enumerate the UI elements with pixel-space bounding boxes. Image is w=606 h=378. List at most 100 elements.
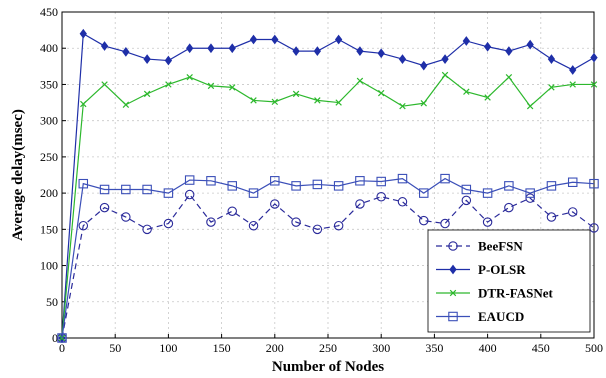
x-tick-label: 400 (479, 341, 497, 355)
series-layer (57, 28, 599, 343)
data-point-p-olsr (590, 52, 598, 63)
legend-box (427, 229, 591, 333)
y-axis-label: Average delay(msec) (10, 109, 26, 241)
data-point-dtr-fasnet (420, 100, 427, 107)
data-point-eaucd (291, 181, 301, 191)
data-point-p-olsr (462, 36, 470, 46)
data-point-dtr-fasnet (377, 89, 385, 97)
data-point-eaucd (419, 188, 429, 198)
legend-label: BeeFSN (478, 239, 523, 254)
data-point-beefsn (248, 220, 259, 231)
data-point-dtr-fasnet (207, 82, 215, 90)
legend-marker (449, 289, 457, 297)
legend-marker (449, 264, 457, 275)
legend-item-beefsn: BeeFSN (436, 239, 523, 254)
data-point-eaucd (184, 175, 195, 185)
data-point-dtr-fasnet (505, 73, 513, 81)
data-point-eaucd (121, 184, 131, 195)
data-point-beefsn (376, 191, 386, 202)
data-point-eaucd (227, 181, 237, 191)
data-point-p-olsr (79, 28, 87, 39)
series-line-eaucd (61, 177, 595, 339)
series-beefsn (57, 189, 599, 343)
data-point-beefsn (99, 202, 110, 213)
x-tick-label: 0 (59, 341, 65, 355)
data-point-beefsn (163, 218, 174, 229)
data-point-eaucd (504, 181, 514, 191)
data-point-dtr-fasnet (165, 81, 172, 88)
data-point-p-olsr (547, 54, 556, 64)
x-tick-label: 450 (532, 341, 550, 355)
data-point-beefsn (567, 207, 578, 217)
data-point-p-olsr (334, 34, 343, 45)
data-point-eaucd (99, 184, 110, 195)
x-tick-label: 300 (372, 341, 390, 355)
data-point-beefsn (546, 212, 557, 222)
y-tick-label: 100 (40, 259, 58, 273)
data-point-eaucd (312, 179, 323, 190)
data-point-eaucd (206, 176, 216, 186)
data-point-eaucd (57, 333, 67, 343)
y-tick-label: 400 (40, 41, 58, 55)
data-point-p-olsr (420, 60, 428, 71)
data-point-beefsn (482, 217, 493, 227)
legend-item-p-olsr: P-OLSR (436, 262, 526, 277)
series-line-dtr-fasnet (61, 74, 594, 339)
y-tick-label: 50 (46, 295, 58, 309)
data-point-p-olsr (228, 43, 236, 54)
data-point-beefsn (525, 193, 535, 203)
data-point-beefsn (270, 199, 280, 209)
series-line-p-olsr (61, 32, 595, 339)
data-point-p-olsr (100, 41, 109, 51)
data-point-dtr-fasnet (548, 84, 555, 91)
data-point-dtr-fasnet (80, 100, 87, 108)
data-point-eaucd (78, 178, 89, 189)
data-point-dtr-fasnet (590, 81, 598, 88)
y-tick-label: 200 (40, 186, 58, 200)
data-point-eaucd (270, 176, 280, 186)
data-point-p-olsr (207, 43, 215, 54)
data-point-eaucd (333, 181, 344, 191)
data-point-p-olsr (356, 46, 364, 56)
data-point-beefsn (291, 217, 301, 227)
data-point-dtr-fasnet (484, 94, 491, 101)
data-point-dtr-fasnet (335, 99, 342, 106)
data-point-dtr-fasnet (526, 102, 534, 110)
legend-item-dtr-fasnet: DTR-FASNet (436, 286, 554, 301)
data-point-dtr-fasnet (314, 97, 321, 104)
data-point-beefsn (121, 212, 131, 222)
data-point-p-olsr (313, 46, 322, 56)
data-point-eaucd (163, 188, 174, 198)
data-point-eaucd (248, 188, 259, 198)
data-point-p-olsr (249, 34, 258, 45)
x-tick-label: 250 (319, 341, 337, 355)
data-point-dtr-fasnet (250, 97, 257, 104)
data-point-beefsn (184, 189, 195, 200)
data-point-beefsn (206, 217, 216, 227)
data-point-p-olsr (505, 46, 513, 56)
legend-label: DTR-FASNet (478, 286, 554, 301)
data-point-p-olsr (271, 34, 279, 45)
legend-label: P-OLSR (478, 262, 526, 277)
data-point-eaucd (461, 184, 472, 195)
data-point-eaucd (525, 188, 535, 198)
data-point-dtr-fasnet (463, 88, 470, 95)
series-p-olsr (58, 28, 598, 343)
data-point-eaucd (589, 178, 599, 189)
data-point-p-olsr (164, 55, 173, 66)
data-point-beefsn (589, 223, 599, 233)
data-point-beefsn (397, 197, 408, 207)
data-point-p-olsr (398, 54, 407, 64)
legend-label: EAUCD (478, 309, 524, 324)
y-tick-label: 300 (40, 114, 58, 128)
data-point-dtr-fasnet (122, 101, 130, 108)
data-point-p-olsr (292, 46, 300, 56)
data-point-p-olsr (122, 46, 130, 57)
axis-ticks: 0 50 100 150 200 250 300 350 400 450 0 50 100 150 200 2… (40, 5, 603, 355)
data-point-eaucd (440, 173, 450, 184)
data-point-eaucd (567, 177, 578, 187)
data-point-dtr-fasnet (229, 84, 236, 91)
x-tick-label: 500 (585, 341, 603, 355)
data-point-beefsn (333, 220, 344, 231)
